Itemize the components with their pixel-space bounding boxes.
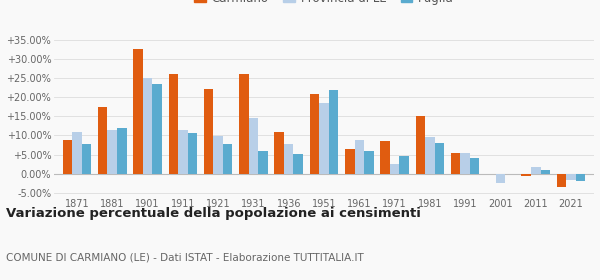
Bar — [152, 84, 162, 174]
Bar — [416, 116, 425, 174]
Bar — [274, 132, 284, 174]
Bar — [214, 136, 223, 174]
Bar — [355, 140, 364, 174]
Bar — [434, 143, 444, 174]
Bar — [576, 174, 586, 181]
Bar — [98, 107, 107, 174]
Bar — [72, 132, 82, 174]
Bar — [451, 153, 460, 174]
Bar — [178, 130, 188, 174]
Bar — [310, 94, 319, 174]
Bar — [107, 130, 117, 174]
Bar — [496, 174, 505, 183]
Bar — [400, 157, 409, 174]
Bar — [390, 164, 400, 174]
Bar — [425, 137, 434, 174]
Bar — [293, 154, 303, 174]
Text: Variazione percentuale della popolazione ai censimenti: Variazione percentuale della popolazione… — [6, 207, 421, 220]
Bar — [557, 174, 566, 187]
Bar — [345, 149, 355, 174]
Bar — [319, 103, 329, 174]
Bar — [470, 158, 479, 174]
Bar — [258, 151, 268, 174]
Bar — [62, 140, 72, 174]
Bar — [284, 144, 293, 174]
Bar — [143, 78, 152, 174]
Bar — [329, 90, 338, 174]
Bar — [521, 174, 531, 176]
Bar — [248, 118, 258, 174]
Legend: Carmiano, Provincia di LE, Puglia: Carmiano, Provincia di LE, Puglia — [189, 0, 459, 9]
Bar — [380, 141, 390, 174]
Bar — [188, 134, 197, 174]
Text: COMUNE DI CARMIANO (LE) - Dati ISTAT - Elaborazione TUTTITALIA.IT: COMUNE DI CARMIANO (LE) - Dati ISTAT - E… — [6, 252, 364, 262]
Bar — [82, 144, 91, 174]
Bar — [133, 49, 143, 174]
Bar — [239, 74, 248, 174]
Bar — [223, 144, 232, 174]
Bar — [531, 167, 541, 174]
Bar — [169, 74, 178, 174]
Bar — [364, 151, 374, 174]
Bar — [204, 89, 214, 174]
Bar — [541, 170, 550, 174]
Bar — [460, 153, 470, 174]
Bar — [566, 174, 576, 179]
Bar — [117, 129, 127, 174]
